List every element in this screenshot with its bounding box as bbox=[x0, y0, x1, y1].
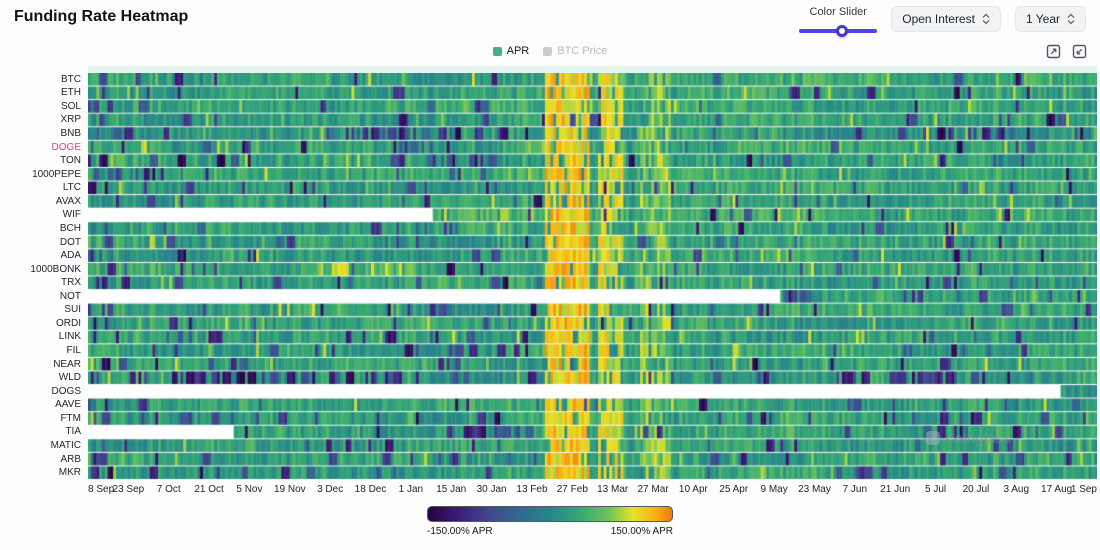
row-label-AAVE[interactable]: AAVE bbox=[55, 399, 81, 411]
row-label-DOGS[interactable]: DOGS bbox=[51, 385, 81, 397]
header-controls: Color Slider Open Interest 1 Year bbox=[799, 6, 1086, 37]
x-tick-30-jan: 30 Jan bbox=[476, 484, 507, 495]
plot-row: BTC ETH SOL XRP BNB DOGE TON 1000PEPE LTC AVAX WIF… bbox=[0, 66, 1100, 480]
x-tick-5-nov: 5 Nov bbox=[236, 484, 263, 495]
row-label-TON[interactable]: TON bbox=[60, 155, 81, 167]
open-interest-select[interactable]: Open Interest bbox=[891, 6, 1001, 32]
row-label-MKR[interactable]: MKR bbox=[58, 467, 81, 479]
chart-topbar: APR BTC Price bbox=[0, 40, 1100, 64]
chart-legend: APR BTC Price bbox=[0, 45, 1100, 57]
x-tick-7-jun: 7 Jun bbox=[842, 484, 868, 495]
row-label-ETH[interactable]: ETH bbox=[61, 87, 81, 99]
x-tick-15-jan: 15 Jan bbox=[436, 484, 467, 495]
btc-price-strip bbox=[88, 66, 1097, 73]
colorbar-labels: -150.00% APR 150.00% APR bbox=[427, 526, 673, 537]
x-axis: 8 Sep 23 Sep 7 Oct 21 Oct 5 Nov 19 Nov 3 Dec 18… bbox=[88, 484, 1097, 499]
open-interest-select-value: Open Interest bbox=[902, 12, 975, 26]
reset-zoom-icon[interactable] bbox=[1071, 43, 1088, 60]
row-label-XRP[interactable]: XRP bbox=[60, 114, 81, 126]
row-label-LTC[interactable]: LTC bbox=[62, 182, 81, 194]
x-tick-7-oct: 7 Oct bbox=[156, 484, 181, 495]
row-label-1000BONK[interactable]: 1000BONK bbox=[30, 263, 81, 275]
colorbar-gradient bbox=[427, 506, 673, 522]
x-tick-5-jul: 5 Jul bbox=[924, 484, 947, 495]
x-tick-10-apr: 10 Apr bbox=[678, 484, 708, 495]
legend-label: APR bbox=[506, 45, 530, 57]
color-slider[interactable] bbox=[799, 25, 878, 37]
x-tick-17-aug: 17 Aug bbox=[1041, 484, 1073, 495]
row-label-LINK[interactable]: LINK bbox=[58, 331, 81, 343]
legend-label: BTC Price bbox=[557, 45, 608, 57]
y-axis: BTC ETH SOL XRP BNB DOGE TON 1000PEPE LTC AVAX WIF… bbox=[0, 66, 88, 480]
row-label-BTC[interactable]: BTC bbox=[61, 73, 81, 85]
row-label-SUI[interactable]: SUI bbox=[64, 304, 81, 316]
x-tick-3-dec: 3 Dec bbox=[317, 484, 344, 495]
row-label-FIL[interactable]: FIL bbox=[66, 345, 81, 357]
row-label-NEAR[interactable]: NEAR bbox=[53, 358, 81, 370]
row-label-WLD[interactable]: WLD bbox=[58, 372, 81, 384]
row-label-BNB[interactable]: BNB bbox=[60, 128, 81, 140]
row-label-DOT[interactable]: DOT bbox=[59, 236, 81, 248]
x-tick-23-may: 23 May bbox=[798, 484, 831, 495]
chart-tools bbox=[1045, 43, 1088, 60]
colorbar-min-label: -150.00% APR bbox=[427, 526, 493, 537]
x-tick-20-jul: 20 Jul bbox=[962, 484, 990, 495]
heatmap-canvas[interactable] bbox=[88, 73, 1097, 480]
x-tick-27-mar: 27 Mar bbox=[637, 484, 669, 495]
x-tick-25-apr: 25 Apr bbox=[719, 484, 749, 495]
row-label-1000PEPE[interactable]: 1000PEPE bbox=[32, 168, 81, 180]
header: Funding Rate Heatmap Color Slider Open I… bbox=[0, 0, 1100, 38]
row-label-TRX[interactable]: TRX bbox=[61, 277, 81, 289]
x-tick-21-jun: 21 Jun bbox=[880, 484, 911, 495]
colorbar: -150.00% APR 150.00% APR bbox=[427, 506, 673, 537]
row-label-ARB[interactable]: ARB bbox=[60, 453, 81, 465]
row-label-NOT[interactable]: NOT bbox=[59, 290, 81, 302]
color-slider-label: Color Slider bbox=[809, 6, 867, 18]
row-label-WIF[interactable]: WIF bbox=[62, 209, 81, 221]
save-image-icon[interactable] bbox=[1045, 43, 1062, 60]
row-label-SOL[interactable]: SOL bbox=[60, 100, 81, 112]
x-tick-21-oct: 21 Oct bbox=[194, 484, 224, 495]
x-tick-3-aug: 3 Aug bbox=[1003, 484, 1030, 495]
x-tick-18-dec: 18 Dec bbox=[354, 484, 387, 495]
x-tick-1-sep: 1 Sep bbox=[1070, 484, 1097, 495]
chevron-updown-icon bbox=[982, 13, 990, 25]
x-tick-8-sep: 8 Sep bbox=[88, 484, 115, 495]
x-tick-27-feb: 27 Feb bbox=[556, 484, 588, 495]
plot-area: coinglass bbox=[88, 66, 1097, 480]
row-label-MATIC[interactable]: MATIC bbox=[50, 439, 81, 451]
chevron-updown-icon bbox=[1067, 13, 1075, 25]
x-tick-13-mar: 13 Mar bbox=[597, 484, 629, 495]
row-label-AVAX[interactable]: AVAX bbox=[55, 195, 81, 207]
legend-item-btc-price[interactable]: BTC Price bbox=[543, 45, 607, 57]
color-slider-group: Color Slider bbox=[799, 6, 878, 37]
x-tick-19-nov: 19 Nov bbox=[273, 484, 306, 495]
row-label-BCH[interactable]: BCH bbox=[59, 222, 81, 234]
row-label-ORDI[interactable]: ORDI bbox=[56, 317, 81, 329]
page-title: Funding Rate Heatmap bbox=[14, 8, 189, 25]
row-label-ADA[interactable]: ADA bbox=[60, 250, 81, 262]
x-tick-23-sep: 23 Sep bbox=[112, 484, 145, 495]
x-tick-9-may: 9 May bbox=[760, 484, 788, 495]
legend-swatch bbox=[543, 46, 553, 56]
time-range-select[interactable]: 1 Year bbox=[1014, 6, 1086, 32]
legend-swatch bbox=[492, 46, 502, 56]
row-label-TIA[interactable]: TIA bbox=[65, 426, 81, 438]
x-tick-13-feb: 13 Feb bbox=[516, 484, 548, 495]
legend-item-apr[interactable]: APR bbox=[492, 45, 530, 57]
color-slider-thumb[interactable] bbox=[836, 25, 849, 37]
row-label-FTM[interactable]: FTM bbox=[60, 412, 81, 424]
x-tick-1-jan: 1 Jan bbox=[398, 484, 424, 495]
row-label-DOGE[interactable]: DOGE bbox=[51, 141, 81, 153]
time-range-select-value: 1 Year bbox=[1025, 12, 1060, 26]
colorbar-max-label: 150.00% APR bbox=[610, 526, 673, 537]
